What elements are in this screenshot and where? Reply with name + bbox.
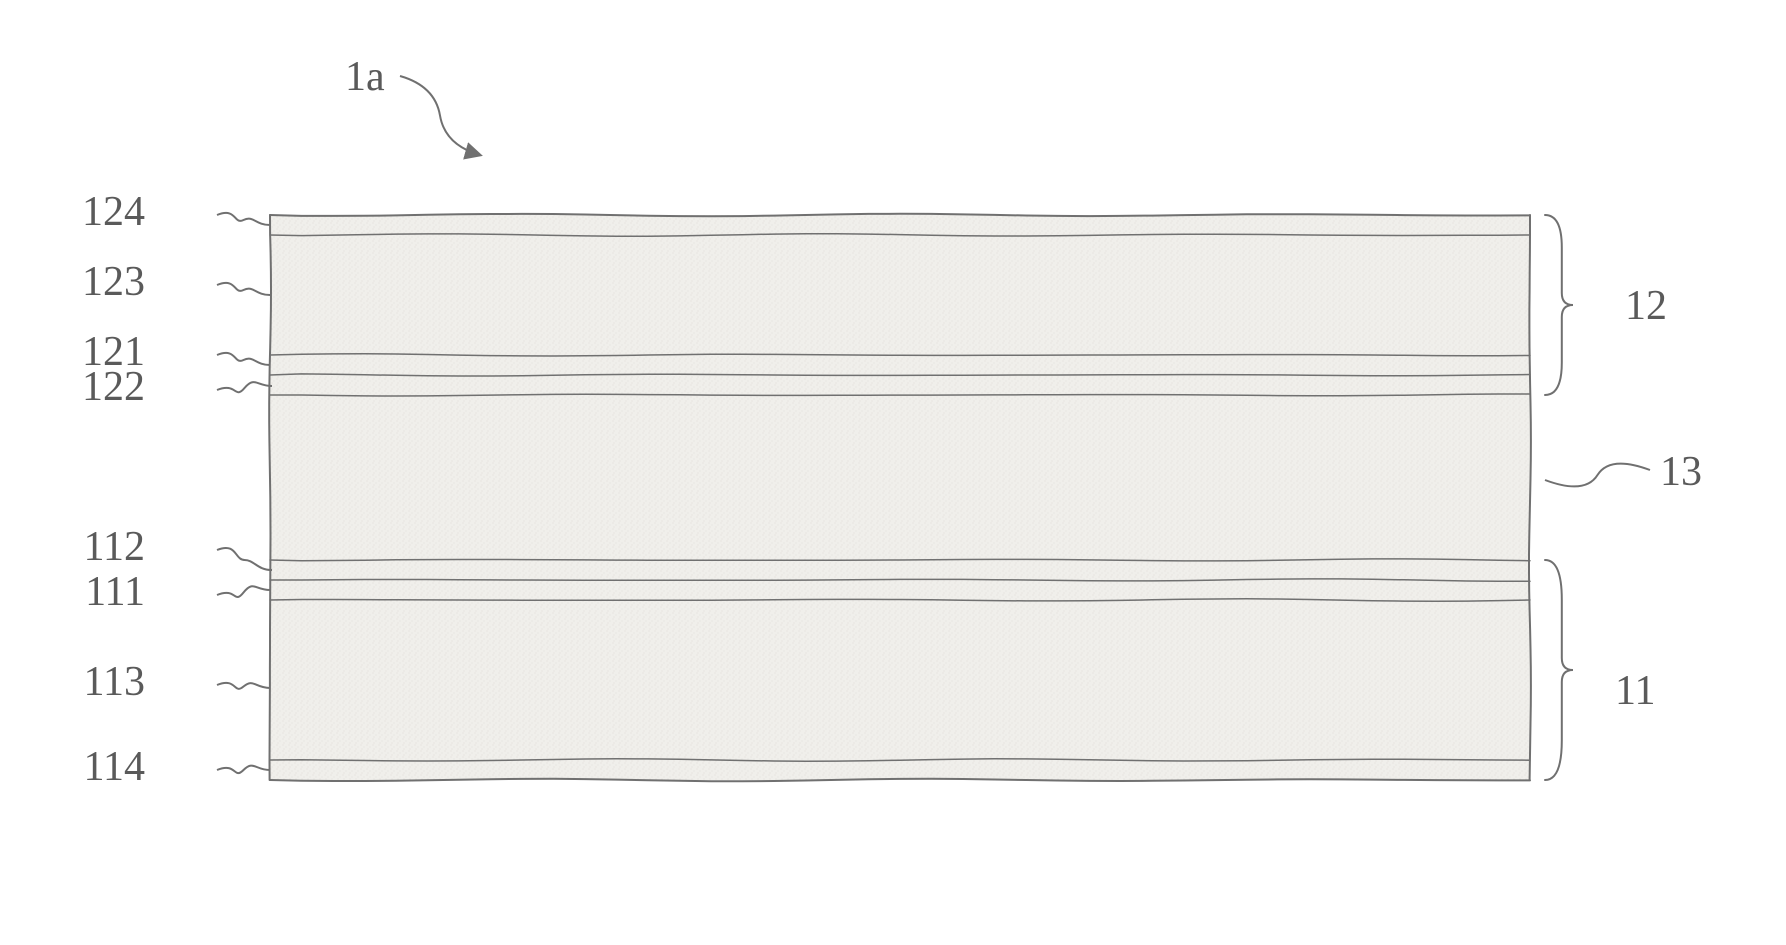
leader-line (217, 283, 270, 295)
leader-line (217, 548, 272, 570)
layer-label-123: 123 (82, 259, 145, 305)
group-label-12: 12 (1625, 283, 1667, 329)
brace (1545, 215, 1573, 395)
layer-stack-fill (270, 215, 1530, 780)
leader-line (217, 766, 270, 774)
layer-label-122: 122 (82, 364, 145, 410)
leader-line (217, 353, 270, 365)
leader-line (217, 683, 270, 689)
leader-line (217, 382, 272, 392)
layer-label-112: 112 (84, 524, 145, 570)
layer-label-13: 13 (1660, 449, 1702, 495)
layer-label-111: 111 (85, 569, 145, 615)
leader-line-13 (1545, 464, 1650, 487)
layer-label-113: 113 (84, 659, 145, 705)
leader-line (217, 213, 270, 225)
layer-label-124: 124 (82, 189, 145, 235)
assembly-arrow (400, 76, 480, 155)
leader-line (217, 586, 270, 597)
brace (1545, 560, 1573, 780)
group-label-11: 11 (1615, 668, 1655, 714)
assembly-label-1a: 1a (345, 54, 385, 100)
layer-label-114: 114 (84, 744, 145, 790)
